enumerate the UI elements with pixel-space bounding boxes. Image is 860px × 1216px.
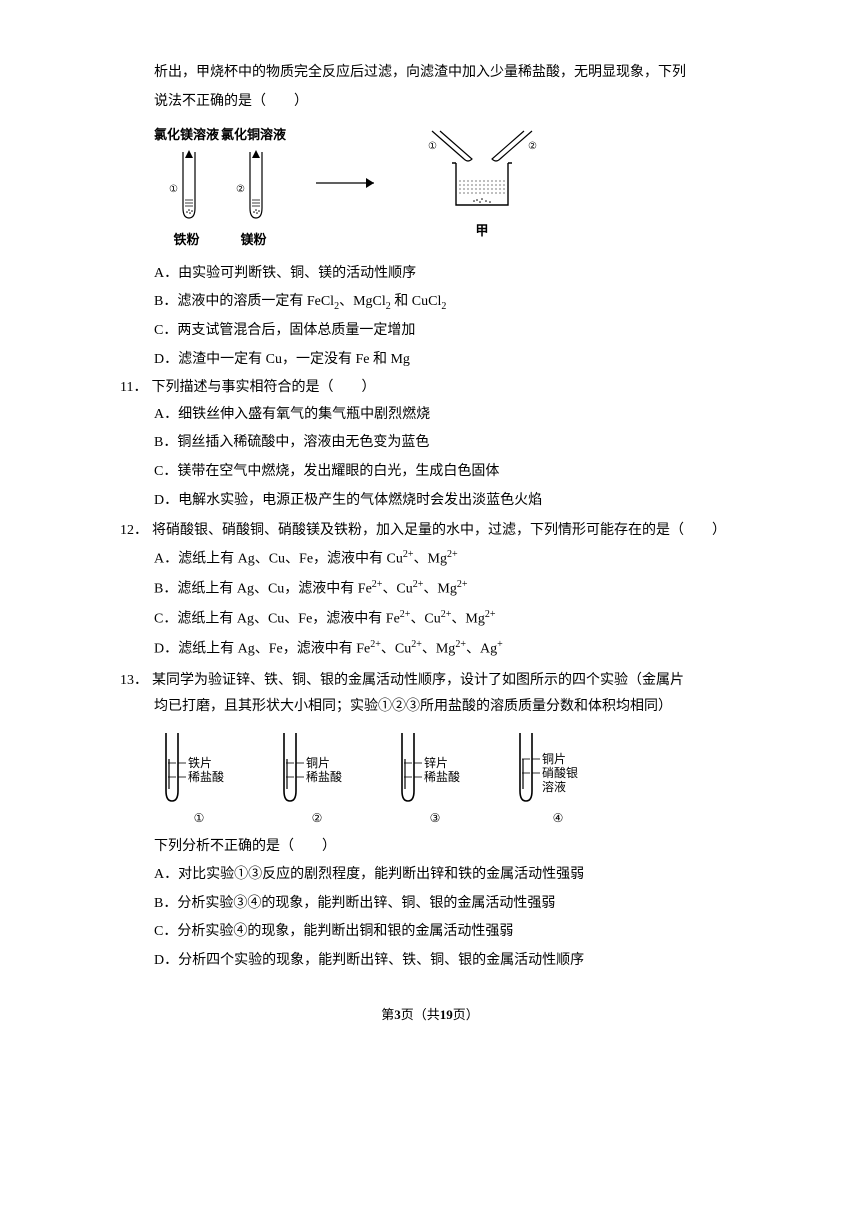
tube2-bottom-label: 镁粉: [241, 228, 267, 253]
q11-number: 11．: [120, 375, 147, 402]
q13-option-d: D．分析四个实验的现象，能判断出锌、铁、铜、银的金属活动性顺序: [154, 948, 740, 975]
svg-text:稀盐酸: 稀盐酸: [424, 769, 460, 784]
svg-text:铁片: 铁片: [188, 756, 212, 770]
q10-continuation-line2: 说法不正确的是（ ）: [154, 89, 740, 116]
test-tube-2: ②: [232, 150, 276, 226]
svg-text:稀盐酸: 稀盐酸: [188, 769, 224, 784]
q10-diagram: 氯化镁溶液 ① 铁粉 氯化铜溶液: [154, 123, 740, 252]
svg-text:溶液: 溶液: [542, 779, 566, 794]
q12-number: 12．: [120, 518, 148, 545]
q12-option-a: A．滤纸上有 Ag、Cu、Fe，滤液中有 Cu2+、Mg2+: [154, 545, 740, 573]
q10-option-d: D．滤渣中一定有 Cu，一定没有 Fe 和 Mg: [154, 347, 740, 374]
svg-text:①: ①: [428, 141, 437, 152]
question-12: 12．将硝酸银、硝酸铜、硝酸镁及铁粉，加入足量的水中，过滤，下列情形可能存在的是…: [120, 518, 740, 664]
q13-tube3-num: ③: [430, 807, 441, 830]
q13-option-a: A．对比实验①③反应的剧烈程度，能判断出锌和铁的金属活动性强弱: [154, 862, 740, 889]
q13-option-b: B．分析实验③④的现象，能判断出锌、铜、银的金属活动性强弱: [154, 891, 740, 918]
q11-option-a: A．细铁丝伸入盛有氧气的集气瓶中剧烈燃烧: [154, 402, 740, 429]
q13-tube4-num: ④: [553, 807, 564, 830]
svg-text:硝酸银: 硝酸银: [542, 765, 578, 780]
q11-option-c: C．镁带在空气中燃烧，发出耀眼的白光，生成白色固体: [154, 459, 740, 486]
svg-text:锌片: 锌片: [424, 756, 448, 770]
q13-diagram: 铁片 稀盐酸 ① 铜片 稀盐酸 ②: [154, 729, 740, 830]
q13-number: 13．: [120, 668, 148, 695]
q13-option-c: C．分析实验④的现象，能判断出铜和银的金属活动性强弱: [154, 919, 740, 946]
q13-tube1-num: ①: [194, 807, 205, 830]
q12-option-b: B．滤纸上有 Ag、Cu，滤液中有 Fe2+、Cu2+、Mg2+: [154, 575, 740, 603]
q13-stem-line1: 某同学为验证锌、铁、铜、银的金属活动性顺序，设计了如图所示的四个实验（金属片: [152, 673, 684, 688]
q10-option-a: A．由实验可判断铁、铜、镁的活动性顺序: [154, 261, 740, 288]
q13-tube-4: 铜片 硝酸银 溶液 ④: [508, 729, 608, 830]
q12-stem: 将硝酸银、硝酸铜、硝酸镁及铁粉，加入足量的水中，过滤，下列情形可能存在的是（ ）: [152, 518, 740, 545]
q13-tube-3: 锌片 稀盐酸 ③: [390, 729, 480, 830]
beaker-mixing: ① ②: [412, 123, 552, 215]
q13-tube-2: 铜片 稀盐酸 ②: [272, 729, 362, 830]
q10-options: A．由实验可判断铁、铜、镁的活动性顺序 B．滤液中的溶质一定有 FeCl2、Mg…: [154, 261, 740, 374]
question-13: 13． 某同学为验证锌、铁、铜、银的金属活动性顺序，设计了如图所示的四个实验（金属…: [120, 668, 740, 975]
svg-text:①: ①: [169, 184, 178, 195]
q10-option-b: B．滤液中的溶质一定有 FeCl2、MgCl2 和 CuCl2: [154, 289, 740, 316]
label-mgcl2: 氯化镁溶液: [154, 123, 219, 148]
q13-tube-1: 铁片 稀盐酸 ①: [154, 729, 244, 830]
q11-stem: 下列描述与事实相符合的是（ ）: [151, 375, 740, 402]
q11-option-d: D．电解水实验，电源正极产生的气体燃烧时会发出淡蓝色火焰: [154, 488, 740, 515]
test-tube-1: ①: [165, 150, 209, 226]
beaker-label: 甲: [476, 219, 489, 244]
q13-post-stem: 下列分析不正确的是（ ）: [154, 834, 740, 861]
q12-option-c: C．滤纸上有 Ag、Cu、Fe，滤液中有 Fe2+、Cu2+、Mg2+: [154, 605, 740, 633]
svg-text:②: ②: [236, 184, 245, 195]
arrow-icon: [314, 173, 384, 204]
svg-text:稀盐酸: 稀盐酸: [306, 769, 342, 784]
tube1-bottom-label: 铁粉: [174, 228, 200, 253]
svg-text:铜片: 铜片: [542, 751, 566, 766]
q13-tube2-num: ②: [312, 807, 323, 830]
question-11: 11．下列描述与事实相符合的是（ ） A．细铁丝伸入盛有氧气的集气瓶中剧烈燃烧 …: [120, 375, 740, 514]
q10-continuation-line1: 析出，甲烧杯中的物质完全反应后过滤，向滤渣中加入少量稀盐酸，无明显现象，下列: [154, 60, 740, 87]
q13-stem-line2: 均已打磨，且其形状大小相同；实验①②③所用盐酸的溶质质量分数和体积均相同）: [154, 694, 740, 721]
svg-text:②: ②: [528, 141, 537, 152]
q10-option-c: C．两支试管混合后，固体总质量一定增加: [154, 318, 740, 345]
q11-option-b: B．铜丝插入稀硫酸中，溶液由无色变为蓝色: [154, 430, 740, 457]
label-cucl2: 氯化铜溶液: [221, 123, 286, 148]
svg-text:铜片: 铜片: [306, 755, 330, 770]
page-footer: 第3页（共19页）: [120, 1003, 740, 1028]
q12-option-d: D．滤纸上有 Ag、Fe，滤液中有 Fe2+、Cu2+、Mg2+、Ag+: [154, 635, 740, 663]
